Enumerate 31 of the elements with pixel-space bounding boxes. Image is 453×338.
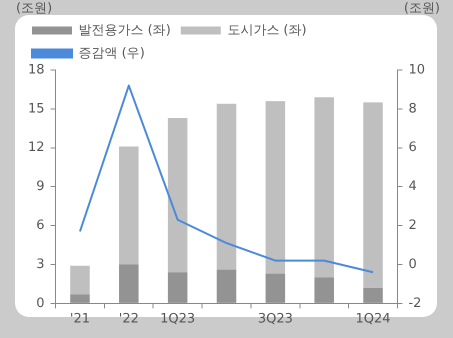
y2-tick-label: 4 bbox=[408, 179, 417, 194]
y-axis-title: (조원) bbox=[16, 0, 52, 16]
x-tick-label: '22 bbox=[118, 312, 139, 327]
legend-label: 증감액 (우) bbox=[78, 46, 145, 61]
y-tick-label: 12 bbox=[28, 140, 45, 156]
y2-tick-label: 8 bbox=[408, 101, 417, 116]
bar bbox=[70, 266, 90, 294]
bar bbox=[314, 97, 334, 278]
y2-tick-label: -2 bbox=[408, 296, 422, 311]
x-tick-label: 1Q23 bbox=[160, 312, 196, 327]
x-tick-label: '21 bbox=[70, 312, 90, 327]
y-tick-label: 9 bbox=[36, 179, 45, 194]
x-tick-label: 1Q24 bbox=[356, 312, 391, 327]
y2-tick-label: 10 bbox=[408, 62, 426, 78]
bar bbox=[216, 104, 236, 270]
legend-label: 도시가스 (좌) bbox=[227, 22, 307, 38]
y-tick-label: 0 bbox=[36, 296, 45, 311]
bar bbox=[266, 101, 286, 274]
y-tick-label: 15 bbox=[28, 101, 45, 116]
legend-label: 발전용가스 (좌) bbox=[78, 22, 171, 38]
y-tick-label: 3 bbox=[36, 256, 45, 272]
bar bbox=[119, 146, 139, 264]
y2-axis-title: (조원) bbox=[404, 0, 440, 16]
y2-tick-label: 0 bbox=[408, 256, 417, 272]
y-tick-label: 18 bbox=[28, 62, 45, 78]
x-tick-label: 3Q23 bbox=[258, 312, 293, 327]
bar bbox=[168, 118, 188, 272]
y2-tick-label: 6 bbox=[408, 140, 417, 156]
y-tick-label: 6 bbox=[36, 218, 45, 233]
y2-tick-label: 2 bbox=[408, 218, 417, 233]
bar bbox=[363, 102, 383, 288]
